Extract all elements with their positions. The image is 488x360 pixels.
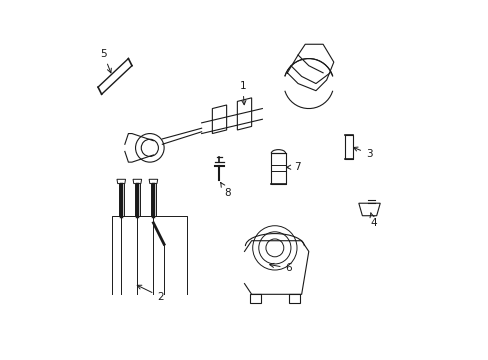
Text: 7: 7 [286, 162, 300, 172]
Polygon shape [117, 179, 125, 184]
Bar [288, 294, 299, 303]
Text: 1: 1 [239, 81, 245, 105]
Text: 6: 6 [269, 263, 292, 273]
Text: 4: 4 [369, 213, 376, 229]
Text: 3: 3 [353, 147, 372, 159]
Bar [249, 294, 260, 303]
Text: 2: 2 [137, 285, 163, 302]
Bar [271, 153, 285, 184]
Text: 8: 8 [220, 183, 230, 198]
Polygon shape [244, 241, 308, 294]
Text: 5: 5 [100, 49, 111, 73]
Polygon shape [149, 179, 157, 184]
Bar [344, 135, 353, 158]
Polygon shape [133, 179, 142, 184]
